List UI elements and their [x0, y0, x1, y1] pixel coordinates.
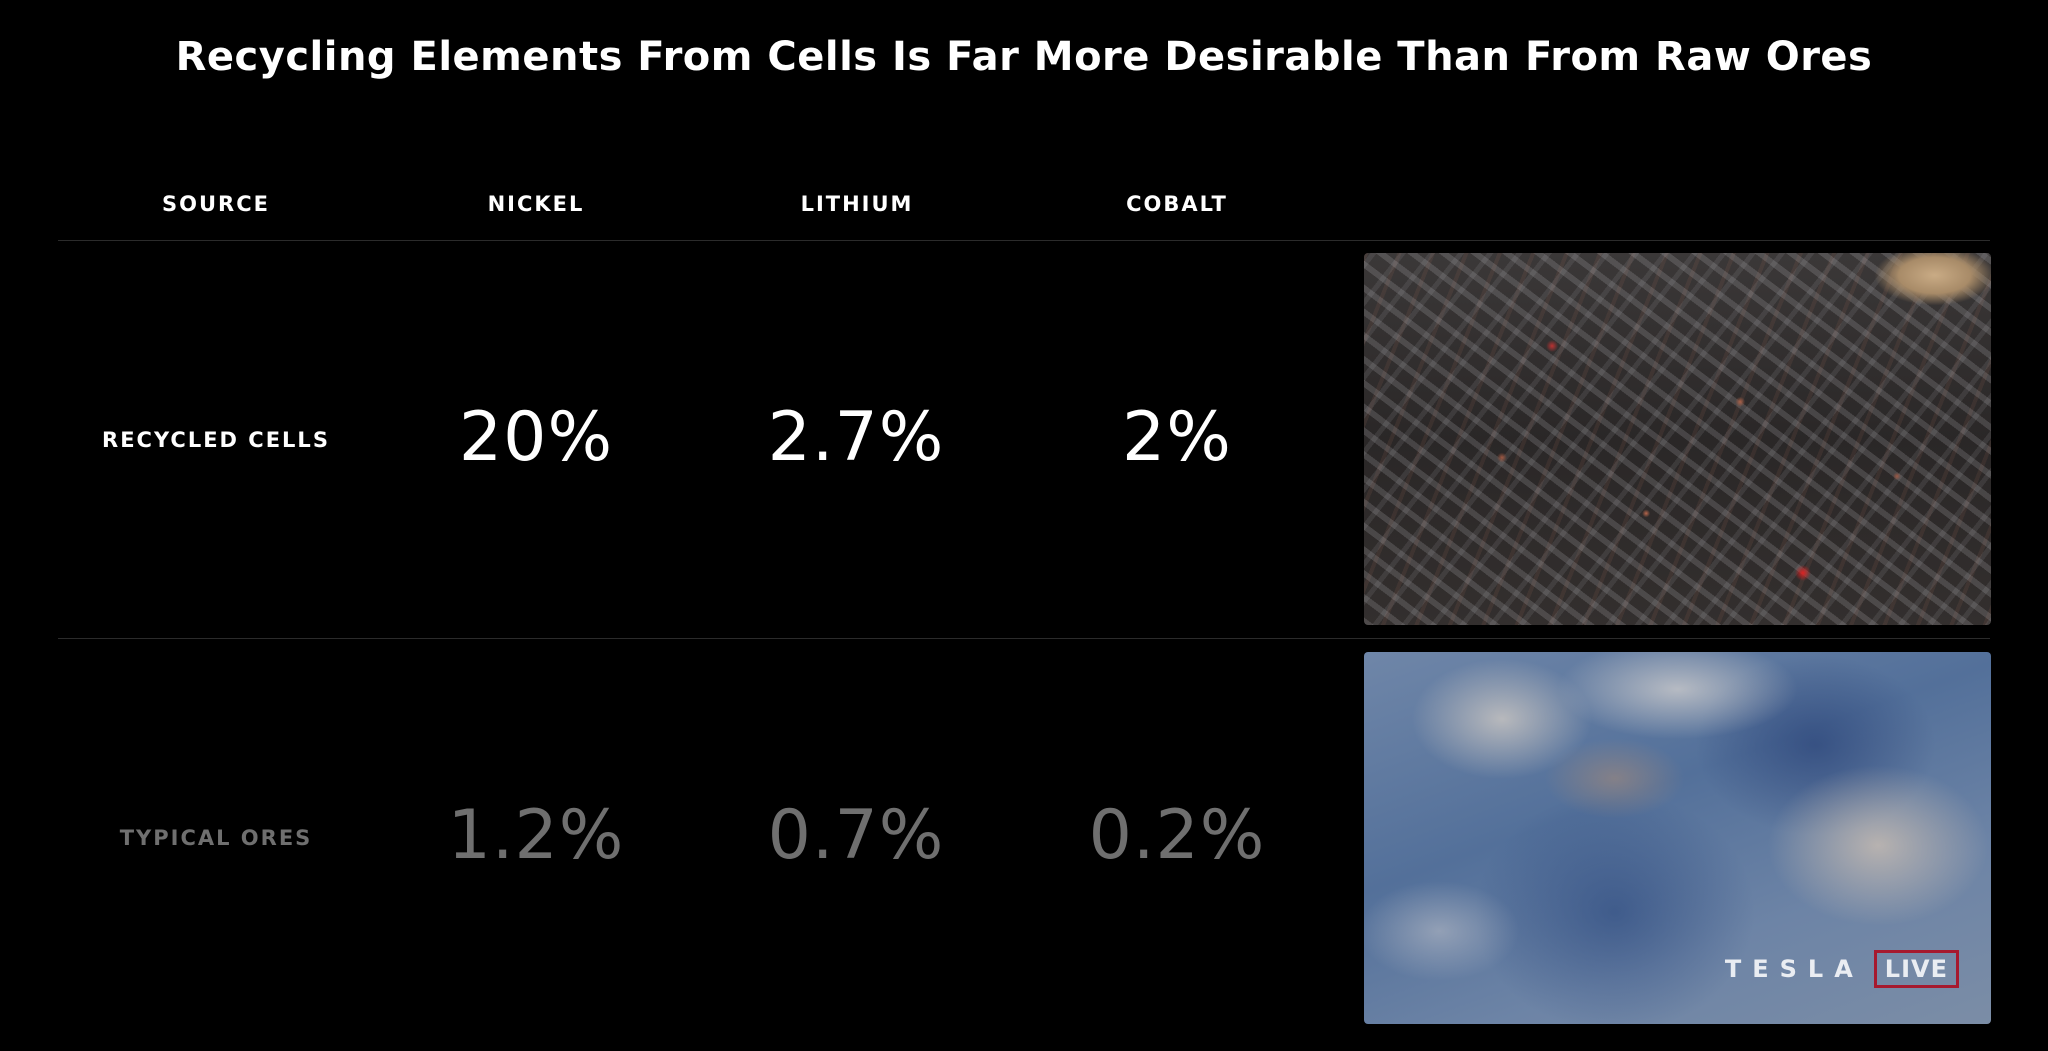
header-divider [58, 240, 1990, 241]
raw-ore-image: TESLA LIVE [1364, 652, 1991, 1024]
header-cobalt: COBALT [1126, 192, 1228, 216]
value-ores-nickel: 1.2% [447, 796, 625, 875]
shredded-cells-image [1364, 253, 1991, 625]
tesla-logo: TESLA [1724, 955, 1864, 983]
value-ores-lithium: 0.7% [767, 796, 945, 875]
header-source: SOURCE [162, 192, 270, 216]
value-ores-cobalt: 0.2% [1088, 796, 1266, 875]
header-nickel: NICKEL [487, 192, 585, 216]
live-badge: LIVE [1873, 950, 1959, 988]
row-divider [58, 638, 1990, 639]
value-recycled-cobalt: 2% [1122, 398, 1232, 477]
header-lithium: LITHIUM [800, 192, 914, 216]
slide-title: Recycling Elements From Cells Is Far Mor… [175, 34, 1873, 80]
value-recycled-lithium: 2.7% [767, 398, 945, 477]
tesla-live-watermark: TESLA LIVE [1725, 950, 1959, 988]
value-recycled-nickel: 20% [458, 398, 614, 477]
row-label-typical-ores: TYPICAL ORES [119, 826, 313, 850]
row-label-recycled-cells: RECYCLED CELLS [102, 428, 330, 452]
